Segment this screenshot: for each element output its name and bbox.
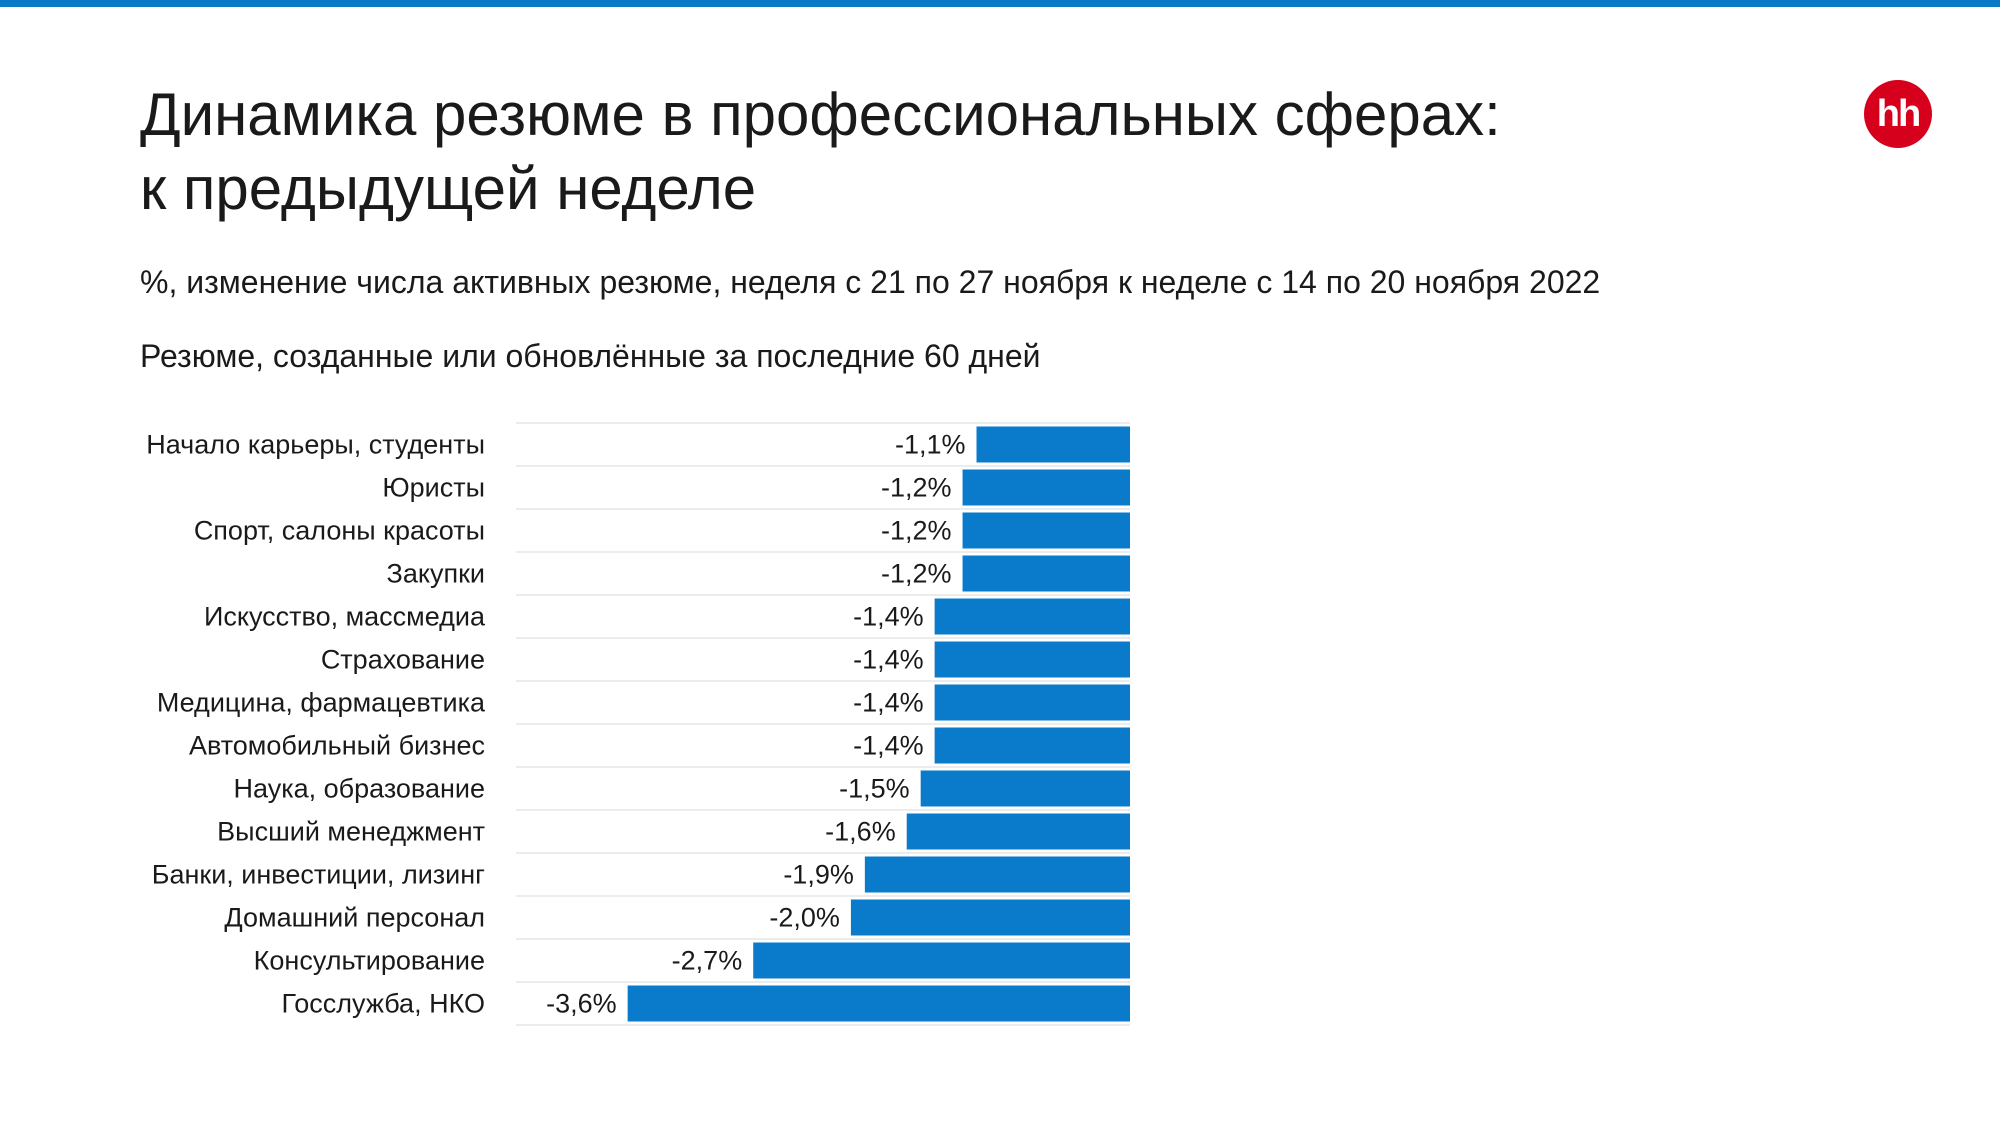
category-label: Страхование [321,645,485,675]
bar [934,641,1130,678]
data-label: -1,5% [839,774,910,804]
data-label: -2,7% [672,946,743,976]
title-line-1: Динамика резюме в профессиональных сфера… [140,81,1501,148]
data-label: -1,2% [881,516,952,546]
category-label: Наука, образование [233,774,485,804]
data-label: -2,0% [769,903,840,933]
bar [864,856,1130,893]
data-label: -1,1% [895,430,966,460]
bar [962,469,1130,506]
category-label: Автомобильный бизнес [189,731,485,761]
bar [934,727,1130,764]
bar [962,512,1130,549]
category-label: Госслужба, НКО [281,989,485,1019]
category-label: Высший менеджмент [217,817,485,847]
category-label: Медицина, фармацевтика [157,688,486,718]
top-accent-bar [0,0,2000,7]
data-label: -1,4% [853,731,924,761]
page-title: Динамика резюме в профессиональных сфера… [140,78,1640,226]
bar [850,899,1130,936]
category-label: Банки, инвестиции, лизинг [152,860,485,890]
data-label: -1,4% [853,688,924,718]
hh-logo: hh [1864,80,1932,148]
chart-subtitle: %, изменение числа активных резюме, неде… [140,264,1601,300]
data-label: -1,4% [853,602,924,632]
data-label: -1,6% [825,817,896,847]
category-label: Домашний персонал [224,903,485,933]
bar [753,942,1130,979]
bar [934,684,1130,721]
category-label: Спорт, салоны красоты [194,516,485,546]
data-label: -1,4% [853,645,924,675]
title-line-2: к предыдущей неделе [140,155,757,222]
data-label: -3,6% [546,989,617,1019]
category-label: Закупки [387,559,485,589]
bar [920,770,1130,807]
bar [627,985,1130,1022]
data-label: -1,2% [881,473,952,503]
bar [976,426,1130,463]
category-label: Начало карьеры, студенты [146,430,485,460]
category-label: Юристы [382,473,485,503]
bar [934,598,1130,635]
category-label: Искусство, массмедиа [204,602,486,632]
data-label: -1,9% [783,860,854,890]
category-label: Консультирование [254,946,485,976]
bar [906,813,1130,850]
bar [962,555,1130,592]
data-label: -1,2% [881,559,952,589]
chart-note: Резюме, созданные или обновлённые за пос… [140,338,1041,374]
